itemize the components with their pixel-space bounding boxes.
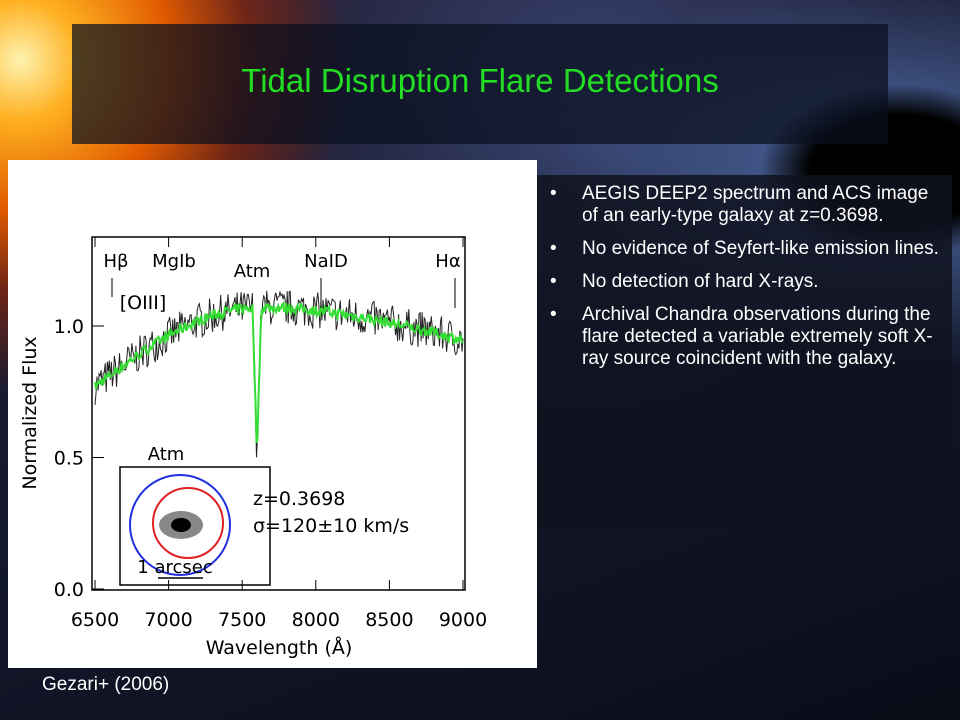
bullet: AEGIS DEEP2 spectrum and ACS image of an… xyxy=(550,183,942,227)
y-tick-label: 1.0 xyxy=(54,316,84,338)
spectrum-figure: 6500 7000 7500 8000 8500 9000 0.0 0.5 1.0 Wavelen… xyxy=(8,160,537,668)
annotation: σ=120±10 km/s xyxy=(253,515,409,537)
citation: Gezari+ (2006) xyxy=(42,674,170,695)
line-label: Hα xyxy=(435,251,460,272)
line-label: Atm xyxy=(234,261,271,282)
y-tick-label: 0.5 xyxy=(54,448,84,470)
annotation: z=0.3698 xyxy=(253,488,345,510)
spectrum-model xyxy=(94,301,464,443)
x-axis-label: Wavelength (Å) xyxy=(206,636,353,659)
bullet-box: AEGIS DEEP2 spectrum and ACS image of an… xyxy=(530,175,952,527)
annotation: 1 arcsec xyxy=(137,557,212,578)
x-tick-label: 7000 xyxy=(144,609,192,631)
red-circle xyxy=(152,487,224,559)
bullet-list: AEGIS DEEP2 spectrum and ACS image of an… xyxy=(550,183,942,381)
galaxy-core xyxy=(171,518,191,532)
title-box xyxy=(72,24,888,144)
plot-frame xyxy=(91,236,466,591)
annotation: Atm xyxy=(148,444,185,465)
x-tick-label: 6500 xyxy=(71,609,119,631)
line-label: NaID xyxy=(304,251,348,272)
line-label: MgIb xyxy=(152,251,196,272)
x-tick-label: 9000 xyxy=(439,609,487,631)
x-tick-label: 7500 xyxy=(218,609,266,631)
blue-circle xyxy=(129,474,231,576)
y-tick-label: 0.0 xyxy=(54,579,84,601)
line-label: Hβ xyxy=(103,251,128,272)
bullet: No evidence of Seyfert-like emission lin… xyxy=(550,238,942,260)
annotation: [OIII] xyxy=(120,292,167,314)
bullet: Archival Chandra observations during the… xyxy=(550,304,942,370)
bullet: No detection of hard X-rays. xyxy=(550,271,942,293)
y-axis-label: Normalized Flux xyxy=(19,336,41,489)
figure-background xyxy=(8,160,537,668)
slide-title: Tidal Disruption Flare Detections xyxy=(241,62,719,99)
spectrum xyxy=(94,290,464,458)
x-tick-label: 8500 xyxy=(365,609,413,631)
x-tick-label: 8000 xyxy=(292,609,340,631)
